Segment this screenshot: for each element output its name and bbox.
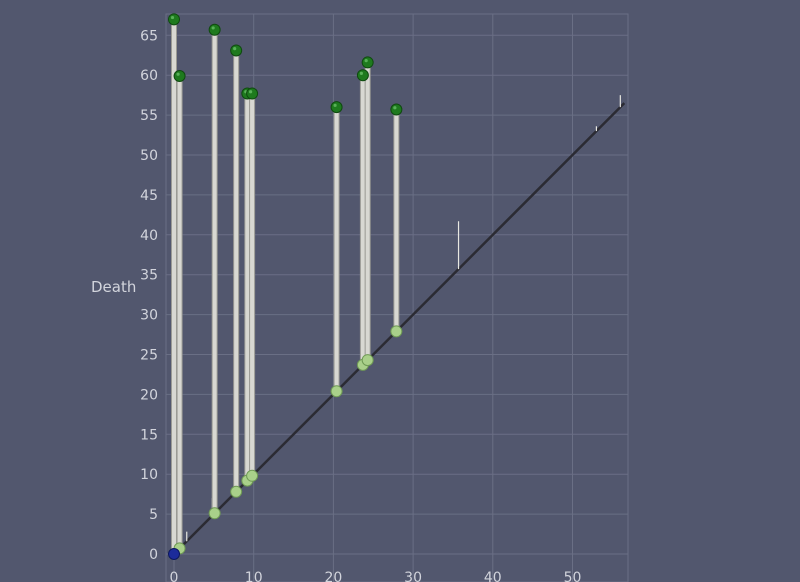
x-tick-label: 30 [404, 570, 422, 582]
death-point [356, 69, 369, 82]
birth-point [208, 507, 221, 520]
death-point-highlight [393, 106, 397, 110]
y-tick-label: 0 [149, 547, 158, 563]
y-tick-label: 5 [149, 507, 158, 523]
death-point [390, 103, 403, 116]
death-point-highlight [333, 103, 337, 107]
y-tick-label: 30 [140, 308, 158, 324]
death-point-highlight [359, 71, 363, 75]
death-point [168, 13, 180, 26]
death-point-highlight [364, 59, 368, 63]
x-tick-label: 40 [484, 570, 502, 582]
x-tick-label: 0 [170, 570, 179, 582]
y-tick-label: 20 [140, 387, 158, 403]
death-point [330, 101, 343, 114]
y-axis-ticks: 0 5 10 15 20 25 30 35 40 45 50 55 60 65 [140, 28, 158, 563]
y-tick-label: 50 [140, 148, 158, 164]
death-point-highlight [249, 90, 253, 94]
y-tick-label: 15 [140, 427, 158, 443]
death-point-highlight [233, 47, 237, 51]
death-point [230, 44, 243, 57]
birth-point [246, 469, 259, 482]
death-point [208, 23, 221, 36]
birth-point [330, 385, 343, 398]
plot-frame [165, 13, 629, 582]
y-tick-label: 45 [140, 188, 158, 204]
persistence-bars [171, 16, 400, 557]
birth-point [361, 354, 374, 367]
y-tick-label: 65 [140, 28, 158, 44]
origin-point [168, 548, 180, 560]
death-point-highlight [176, 72, 180, 76]
x-tick-label: 50 [564, 570, 582, 582]
y-tick-label: 25 [140, 348, 158, 364]
death-point-highlight [170, 15, 175, 20]
death-point [246, 87, 259, 100]
y-tick-label: 10 [140, 467, 158, 483]
y-tick-label: 55 [140, 108, 158, 124]
y-axis-label: Death [91, 278, 136, 296]
y-tick-label: 60 [140, 68, 158, 84]
persistence-points [168, 13, 403, 560]
death-point-highlight [211, 26, 215, 30]
x-tick-label: 20 [324, 570, 342, 582]
y-tick-label: 40 [140, 228, 158, 244]
birth-point [390, 325, 403, 338]
birth-point [230, 485, 243, 498]
x-axis-ticks: 0 10 20 30 40 50 [170, 570, 582, 582]
y-tick-label: 35 [140, 268, 158, 284]
death-point [361, 56, 374, 69]
x-tick-label: 10 [245, 570, 263, 582]
death-point [173, 69, 186, 82]
